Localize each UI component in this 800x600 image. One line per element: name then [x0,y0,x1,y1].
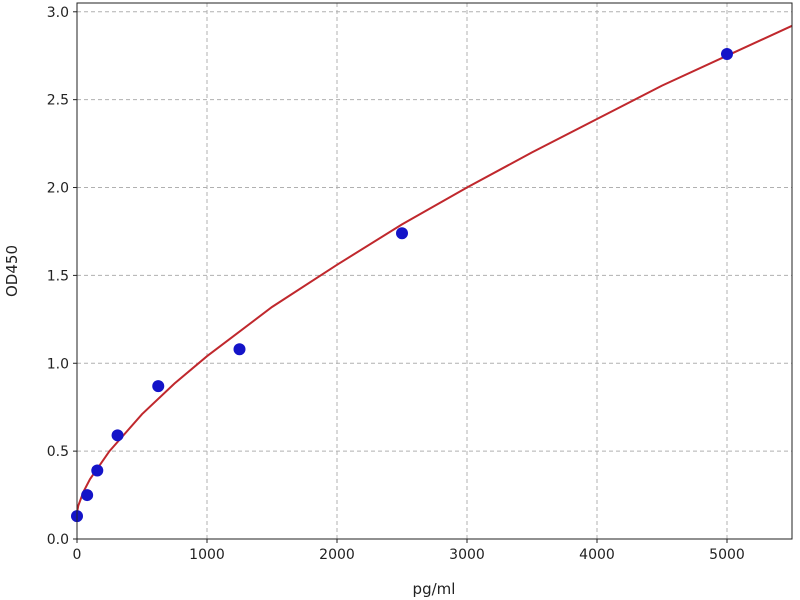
data-point [81,489,94,502]
data-point [396,227,408,240]
y-tick-label: 3.0 [47,5,69,21]
ticks: 0 1000 2000 3000 4000 5000 0.0 0.5 1.0 1.5 2.0 2.5 3… [47,5,745,563]
plot-frame [76,2,793,540]
y-axis-label: OD450 [3,245,21,297]
y-tick-label: 2.0 [47,181,69,197]
y-tick-label: 0.0 [47,532,69,548]
x-tick-label: 4000 [579,547,615,563]
fit-curve-layer [76,24,793,513]
grid [76,3,792,540]
x-tick-label: 1000 [189,547,225,563]
data-point [91,464,104,477]
y-tick-label: 1.5 [47,268,69,284]
points-layer [71,47,733,523]
y-tick-label: 2.5 [47,93,69,109]
x-axis-label: pg/ml [413,580,456,598]
x-tick-label: 0 [73,547,82,563]
data-point [111,429,124,442]
x-tick-label: 3000 [449,547,485,563]
x-tick-label: 2000 [319,547,355,563]
fit-curve [76,24,793,513]
y-tick-label: 1.0 [47,356,69,372]
data-point [152,380,165,393]
x-tick-label: 5000 [709,547,745,563]
data-point [721,47,733,60]
y-tick-label: 0.5 [47,444,69,460]
data-point [233,343,246,356]
